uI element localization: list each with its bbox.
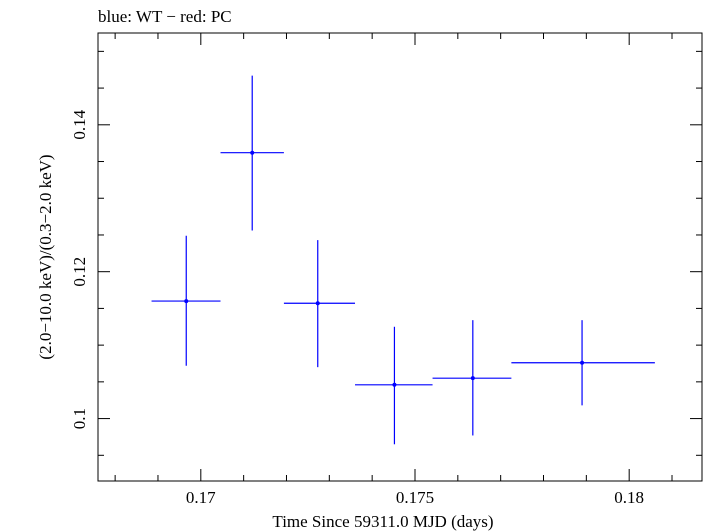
point-marker — [580, 360, 585, 365]
point-marker — [250, 150, 255, 155]
data-point — [151, 235, 221, 366]
data-point — [432, 320, 512, 436]
y-tick-label: 0.12 — [70, 257, 89, 287]
x-tick-label: 0.18 — [614, 488, 644, 507]
y-axis-label: (2.0−10.0 keV)/(0.3−2.0 keV) — [36, 154, 55, 359]
y-tick-label: 0.1 — [70, 408, 89, 429]
x-tick-label: 0.17 — [186, 488, 216, 507]
chart-title: blue: WT − red: PC — [98, 7, 232, 26]
data-point — [355, 326, 433, 445]
data-point — [511, 320, 655, 406]
x-tick-label: 0.175 — [396, 488, 434, 507]
point-marker — [392, 382, 397, 387]
point-marker — [470, 376, 475, 381]
data-point — [220, 75, 284, 231]
y-tick-label: 0.14 — [70, 109, 89, 139]
x-axis-label: Time Since 59311.0 MJD (days) — [272, 512, 493, 531]
y-axis-ticks: 0.1 0.12 0.14 — [70, 50, 702, 456]
data-point — [283, 240, 356, 368]
point-marker — [184, 299, 189, 304]
point-marker — [315, 301, 320, 306]
x-axis-ticks: 0.17 0.175 0.18 — [114, 33, 673, 507]
plot-frame — [97, 32, 703, 482]
data-points — [151, 75, 655, 445]
